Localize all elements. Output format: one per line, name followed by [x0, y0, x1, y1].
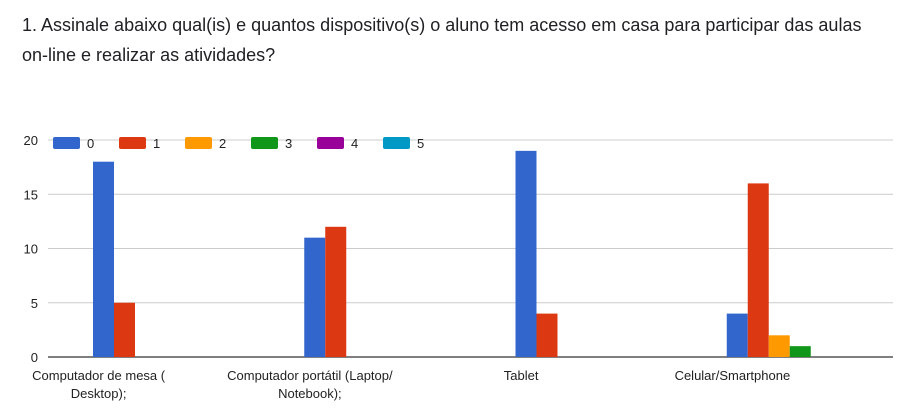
bar-3-series-1 — [747, 183, 769, 357]
legend-swatch-1 — [119, 137, 146, 149]
y-axis-ticks: 0 5 10 15 20 — [24, 133, 38, 365]
legend-label-3: 3 — [285, 136, 292, 151]
x-category-label: Notebook); — [278, 386, 342, 401]
legend-label-0: 0 — [87, 136, 94, 151]
bar-2-series-1 — [536, 313, 558, 357]
bar-3-series-3 — [789, 346, 811, 357]
question-title: 1. Assinale abaixo qual(is) e quantos di… — [22, 15, 862, 65]
legend: 0 1 2 3 4 5 — [53, 136, 424, 151]
legend-swatch-5 — [383, 137, 410, 149]
bar-0-series-0 — [93, 161, 114, 357]
x-category-label: Computador de mesa ( — [32, 368, 166, 383]
y-tick-label: 5 — [31, 296, 38, 311]
y-tick-label: 0 — [31, 350, 38, 365]
bar-1-series-1 — [325, 226, 347, 357]
x-category-label: Celular/Smartphone — [675, 368, 791, 383]
legend-swatch-0 — [53, 137, 80, 149]
legend-swatch-2 — [185, 137, 212, 149]
x-category-label: Tablet — [504, 368, 539, 383]
bar-1-series-0 — [304, 237, 326, 357]
legend-swatch-4 — [317, 137, 344, 149]
x-category-label: Desktop); — [71, 386, 127, 401]
legend-label-2: 2 — [219, 136, 226, 151]
x-category-label: Computador portátil (Laptop/ — [227, 368, 393, 383]
legend-label-4: 4 — [351, 136, 358, 151]
bars — [93, 150, 811, 357]
legend-label-5: 5 — [417, 136, 424, 151]
legend-swatch-3 — [251, 137, 278, 149]
y-tick-label: 15 — [24, 187, 38, 202]
y-tick-label: 10 — [24, 242, 38, 257]
y-tick-label: 20 — [24, 133, 38, 148]
x-axis-labels: Computador de mesa ( Desktop); Computador … — [32, 368, 790, 401]
legend-label-1: 1 — [153, 136, 160, 151]
bar-0-series-1 — [114, 302, 135, 357]
bar-3-series-2 — [768, 335, 790, 357]
bar-2-series-0 — [515, 150, 537, 357]
bar-3-series-0 — [726, 313, 748, 357]
